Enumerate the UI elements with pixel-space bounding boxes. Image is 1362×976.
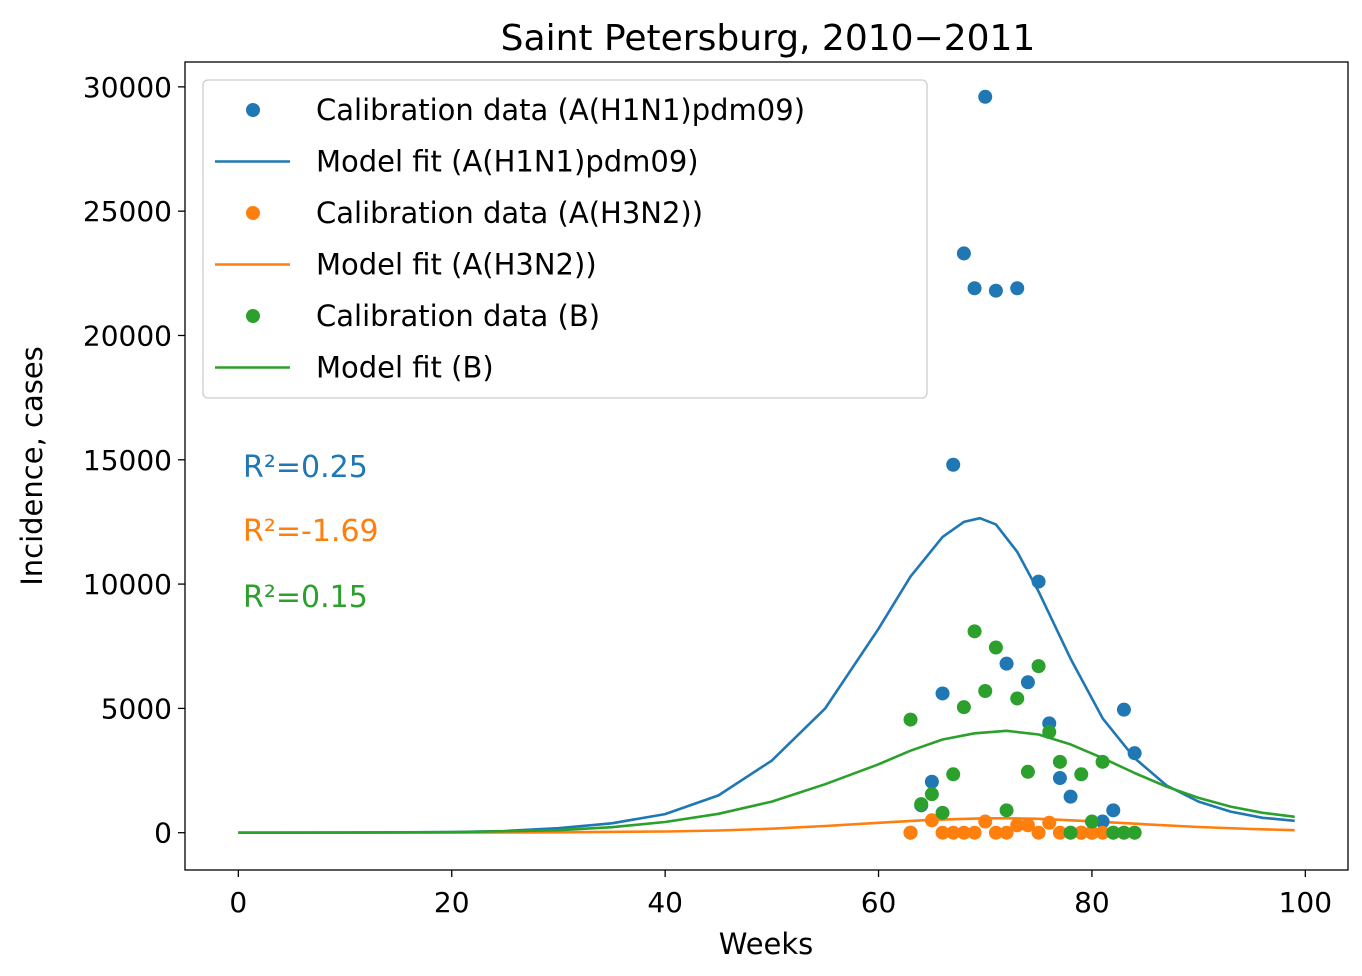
data-point-calibration-data-a-h3n2-1: [924, 813, 939, 828]
y-tick-label-0: 0: [154, 817, 172, 850]
data-point-calibration-data-a-h3n2-16: [1084, 825, 1099, 840]
legend-marker-calibration-data-a-h1n1-pdm09: [246, 103, 260, 117]
data-point-calibration-data-b-11: [1020, 764, 1035, 779]
y-tick-label-25000: 25000: [83, 195, 172, 228]
x-tick-label-80: 80: [1074, 886, 1110, 919]
data-point-calibration-data-b-3: [935, 805, 950, 820]
data-point-calibration-data-a-h1n1-pdm09-21: [1127, 746, 1142, 761]
data-point-calibration-data-a-h1n1-pdm09-12: [1031, 574, 1046, 589]
data-point-calibration-data-b-15: [1063, 825, 1078, 840]
data-point-calibration-data-a-h3n2-4: [956, 825, 971, 840]
data-point-calibration-data-a-h1n1-pdm09-20: [1116, 702, 1131, 717]
data-point-calibration-data-a-h3n2-7: [988, 825, 1003, 840]
data-point-calibration-data-a-h1n1-pdm09-10: [1010, 281, 1025, 296]
legend-label-calibration-data-a-h1n1-pdm09: Calibration data (A(H1N1)pdm09): [316, 93, 805, 127]
data-point-calibration-data-b-4: [946, 767, 961, 782]
x-tick-label-40: 40: [647, 886, 683, 919]
chart-title: Saint Petersburg, 2010−2011: [501, 18, 1036, 59]
x-tick-label-20: 20: [434, 886, 470, 919]
data-point-calibration-data-b-19: [1106, 825, 1121, 840]
data-point-calibration-data-a-h3n2-0: [903, 825, 918, 840]
data-point-calibration-data-b-8: [988, 640, 1003, 655]
data-point-calibration-data-b-20: [1116, 825, 1131, 840]
y-tick-label-5000: 5000: [101, 692, 172, 725]
data-point-calibration-data-b-12: [1031, 659, 1046, 674]
data-point-calibration-data-a-h1n1-pdm09-2: [924, 774, 939, 789]
legend-marker-calibration-data-a-h3n2: [246, 206, 260, 220]
x-tick-label-60: 60: [861, 886, 897, 919]
legend-label-model-fit-b: Model fit (B): [316, 351, 494, 385]
r-squared-annotations: R²=0.25 R²=-1.69 R²=0.15: [243, 450, 379, 615]
data-point-calibration-data-b-16: [1074, 767, 1089, 782]
plot-area: [238, 89, 1295, 840]
legend-label-calibration-data-b: Calibration data (B): [316, 299, 600, 333]
y-tick-label-15000: 15000: [83, 444, 172, 477]
y-axis-label: Incidence, cases: [15, 346, 49, 586]
series-line-model-fit-b: [238, 729, 1295, 835]
y-tick-label-10000: 10000: [83, 568, 172, 601]
r-squared-annotation-2: R²=0.15: [243, 580, 368, 615]
data-point-calibration-data-b-2: [924, 787, 939, 802]
data-point-calibration-data-a-h1n1-pdm09-18: [1095, 814, 1110, 829]
data-point-calibration-data-a-h3n2-13: [1052, 825, 1067, 840]
data-point-calibration-data-a-h3n2-6: [978, 814, 993, 829]
data-point-calibration-data-b-9: [999, 803, 1014, 818]
data-point-calibration-data-a-h3n2-15: [1074, 825, 1089, 840]
legend-label-calibration-data-a-h3n2: Calibration data (A(H3N2)): [316, 196, 703, 230]
legend-box: [202, 79, 928, 399]
data-marks: [238, 89, 1295, 840]
y-tick-label-20000: 20000: [83, 319, 172, 352]
data-point-calibration-data-a-h1n1-pdm09-15: [1063, 789, 1078, 804]
data-point-calibration-data-a-h1n1-pdm09-3: [935, 686, 950, 701]
x-tick-label-100: 100: [1279, 886, 1332, 919]
data-point-calibration-data-b-0: [903, 712, 918, 727]
y-tick-label-30000: 30000: [83, 71, 172, 104]
data-point-calibration-data-b-13: [1042, 725, 1057, 740]
data-point-calibration-data-a-h1n1-pdm09-5: [956, 246, 971, 261]
data-point-calibration-data-a-h3n2-2: [935, 825, 950, 840]
x-axis-label: Weeks: [719, 927, 814, 961]
data-point-calibration-data-a-h1n1-pdm09-14: [1052, 771, 1067, 786]
data-point-calibration-data-a-h1n1-pdm09-9: [999, 656, 1014, 671]
legend: Calibration data (A(H1N1)pdm09) Model fit…: [202, 79, 928, 399]
data-point-calibration-data-a-h3n2-3: [946, 825, 961, 840]
data-point-calibration-data-b-21: [1127, 825, 1142, 840]
data-point-calibration-data-a-h3n2-5: [967, 825, 982, 840]
data-point-calibration-data-b-6: [967, 624, 982, 639]
data-point-calibration-data-a-h3n2-17: [1095, 825, 1110, 840]
data-point-calibration-data-a-h3n2-11: [1031, 825, 1046, 840]
data-point-calibration-data-a-h1n1-pdm09-7: [978, 89, 993, 104]
data-point-calibration-data-b-10: [1010, 691, 1025, 706]
data-point-calibration-data-a-h3n2-12: [1042, 815, 1057, 830]
data-point-calibration-data-b-5: [956, 700, 971, 715]
r-squared-annotation-0: R²=0.25: [243, 450, 368, 485]
data-point-calibration-data-a-h3n2-9: [1010, 818, 1025, 833]
legend-label-model-fit-a-h3n2: Model fit (A(H3N2)): [316, 248, 597, 282]
data-point-calibration-data-b-7: [978, 683, 993, 698]
axes: 0 20 40 60 80 100 0 5000 10000 15000 20000 25000 300…: [83, 61, 1349, 919]
data-point-calibration-data-b-14: [1052, 754, 1067, 769]
data-point-calibration-data-b-1: [914, 797, 929, 812]
series-line-model-fit-a-h1n1-pdm09: [238, 516, 1295, 835]
data-point-calibration-data-b-17: [1084, 814, 1099, 829]
legend-marker-calibration-data-b: [246, 309, 260, 323]
data-point-calibration-data-a-h1n1-pdm09-4: [946, 457, 961, 472]
plot-frame: [184, 61, 1349, 871]
legend-label-model-fit-a-h1n1-pdm09: Model fit (A(H1N1)pdm09): [316, 145, 699, 179]
data-point-calibration-data-a-h1n1-pdm09-8: [988, 283, 1003, 298]
data-point-calibration-data-a-h1n1-pdm09-6: [967, 281, 982, 296]
data-point-calibration-data-a-h1n1-pdm09-19: [1106, 803, 1121, 818]
x-tick-label-0: 0: [229, 886, 247, 919]
data-point-calibration-data-b-18: [1095, 754, 1110, 769]
data-point-calibration-data-a-h1n1-pdm09-11: [1020, 675, 1035, 690]
data-point-calibration-data-a-h3n2-10: [1020, 818, 1035, 833]
r-squared-annotation-1: R²=-1.69: [243, 514, 379, 549]
data-point-calibration-data-a-h3n2-8: [999, 825, 1014, 840]
